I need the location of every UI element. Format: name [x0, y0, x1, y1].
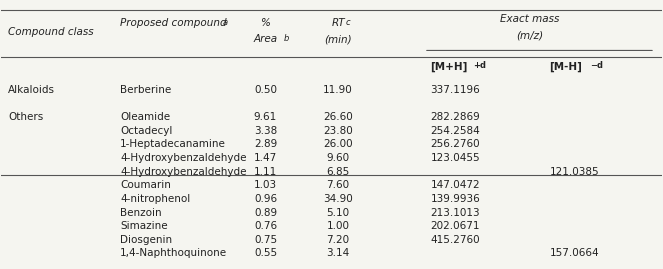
Text: RT: RT	[332, 18, 345, 28]
Text: −d: −d	[590, 61, 603, 70]
Text: (min): (min)	[324, 34, 352, 44]
Text: 256.2760: 256.2760	[430, 139, 480, 150]
Text: Exact mass: Exact mass	[500, 14, 560, 24]
Text: 147.0472: 147.0472	[430, 180, 480, 190]
Text: 1.47: 1.47	[254, 153, 277, 163]
Text: 4-nitrophenol: 4-nitrophenol	[120, 194, 190, 204]
Text: (m/z): (m/z)	[516, 30, 543, 40]
Text: Others: Others	[8, 112, 43, 122]
Text: 9.60: 9.60	[327, 153, 349, 163]
Text: 0.75: 0.75	[254, 235, 277, 245]
Text: Area: Area	[253, 34, 278, 44]
Text: 337.1196: 337.1196	[430, 85, 480, 95]
Text: 121.0385: 121.0385	[550, 167, 599, 177]
Text: 3.38: 3.38	[254, 126, 277, 136]
Text: Coumarin: Coumarin	[120, 180, 171, 190]
Text: 34.90: 34.90	[324, 194, 353, 204]
Text: c: c	[346, 18, 351, 27]
Text: Simazine: Simazine	[120, 221, 168, 231]
Text: 282.2869: 282.2869	[430, 112, 480, 122]
Text: Compound class: Compound class	[8, 27, 93, 37]
Text: 139.9936: 139.9936	[430, 194, 480, 204]
Text: 9.61: 9.61	[254, 112, 277, 122]
Text: 6.85: 6.85	[326, 167, 349, 177]
Text: a: a	[223, 18, 227, 27]
Text: Diosgenin: Diosgenin	[120, 235, 172, 245]
Text: b: b	[283, 34, 288, 43]
Text: Alkaloids: Alkaloids	[8, 85, 55, 95]
Text: 4-Hydroxybenzaldehyde: 4-Hydroxybenzaldehyde	[120, 153, 247, 163]
Text: 2.89: 2.89	[254, 139, 277, 150]
Text: Oleamide: Oleamide	[120, 112, 170, 122]
Text: 0.76: 0.76	[254, 221, 277, 231]
Text: Proposed compound: Proposed compound	[120, 18, 227, 28]
Text: 26.60: 26.60	[324, 112, 353, 122]
Text: 23.80: 23.80	[324, 126, 353, 136]
Text: 0.55: 0.55	[254, 249, 277, 259]
Text: 1,4-Naphthoquinone: 1,4-Naphthoquinone	[120, 249, 227, 259]
Text: 4-Hydroxybenzaldehyde: 4-Hydroxybenzaldehyde	[120, 167, 247, 177]
Text: 3.14: 3.14	[326, 249, 349, 259]
Text: [M+H]: [M+H]	[430, 61, 468, 72]
Text: Berberine: Berberine	[120, 85, 172, 95]
Text: [M-H]: [M-H]	[550, 61, 582, 72]
Text: 5.10: 5.10	[327, 208, 349, 218]
Text: %: %	[261, 18, 271, 28]
Text: 1.00: 1.00	[327, 221, 349, 231]
Text: 1.03: 1.03	[254, 180, 277, 190]
Text: 1-Heptadecanamine: 1-Heptadecanamine	[120, 139, 226, 150]
Text: 26.00: 26.00	[324, 139, 353, 150]
Text: 7.60: 7.60	[327, 180, 349, 190]
Text: 415.2760: 415.2760	[430, 235, 480, 245]
Text: 123.0455: 123.0455	[430, 153, 480, 163]
Text: Octadecyl: Octadecyl	[120, 126, 172, 136]
Text: 254.2584: 254.2584	[430, 126, 480, 136]
Text: 157.0664: 157.0664	[550, 249, 599, 259]
Text: 0.96: 0.96	[254, 194, 277, 204]
Text: 0.50: 0.50	[254, 85, 277, 95]
Text: 11.90: 11.90	[324, 85, 353, 95]
Text: 202.0671: 202.0671	[430, 221, 480, 231]
Text: 0.89: 0.89	[254, 208, 277, 218]
Text: 7.20: 7.20	[327, 235, 349, 245]
Text: 1.11: 1.11	[254, 167, 277, 177]
Text: Benzoin: Benzoin	[120, 208, 162, 218]
Text: 213.1013: 213.1013	[430, 208, 480, 218]
Text: +d: +d	[473, 61, 487, 70]
